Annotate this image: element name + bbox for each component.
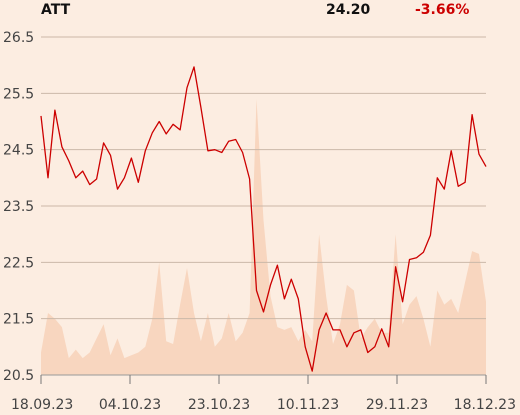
y-tick-label: 20.5 [3,368,34,384]
y-tick-label: 21.5 [3,312,34,328]
y-tick-label: 23.5 [3,199,34,215]
x-tick-label: 18.12.23 [454,397,516,413]
y-tick-label: 24.5 [3,143,34,159]
x-tick-label: 18.09.23 [11,397,73,413]
price-change: -3.66% [415,2,470,18]
y-tick-label: 25.5 [3,86,34,102]
x-tick-label: 10.11.23 [277,397,339,413]
last-price: 24.20 [326,2,371,18]
price-layer [40,66,487,372]
volume-layer [41,99,486,375]
price-line [40,66,487,372]
x-tick-label: 23.10.23 [188,397,250,413]
y-tick-label: 22.5 [3,255,34,271]
x-tick-label: 04.10.23 [99,397,161,413]
y-tick-label: 26.5 [3,30,34,46]
chart-header: ATT 24.20 -3.66% [0,0,520,22]
ticker-symbol: ATT [41,2,71,18]
x-tick-label: 29.11.23 [366,397,428,413]
axis-layer: 26.5 25.5 24.5 23.5 22.5 21.5 20.5 18.09.23 04.1… [3,30,516,413]
volume-area [41,99,486,375]
